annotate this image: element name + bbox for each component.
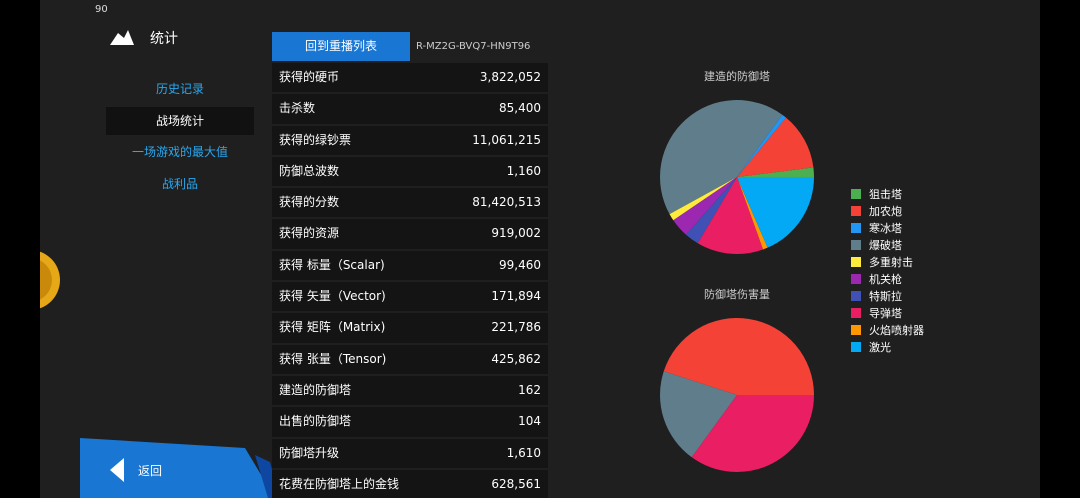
table-row: 获得的绿钞票 11,061,215 (272, 125, 548, 155)
pie-slice (737, 117, 814, 177)
row-label: 获得的绿钞票 (279, 132, 352, 147)
row-value: 3,822,052 (479, 70, 541, 84)
row-value: 221,786 (491, 320, 541, 335)
legend-swatch (851, 274, 861, 284)
row-label: 防御总波数 (279, 163, 340, 178)
pie-slice (737, 177, 768, 250)
legend-label: 特斯拉 (869, 289, 902, 303)
pie-slice (673, 177, 737, 235)
legend-swatch (851, 240, 861, 250)
row-label: 获得的资源 (279, 226, 340, 241)
table-row: 获得的硬币 3,822,052 (272, 63, 548, 93)
row-value: 628,561 (491, 476, 541, 491)
legend-label: 爆破塔 (869, 238, 902, 252)
row-label: 获得的分数 (279, 195, 340, 210)
table-row: 获得 矩阵（Matrix) 221,786 (272, 313, 548, 343)
table-row: 击杀数 85,400 (272, 94, 548, 124)
legend-label: 多重射击 (869, 255, 913, 269)
row-value: 1,610 (506, 445, 541, 460)
table-row: 获得 张量（Tensor) 425,862 (272, 344, 548, 374)
legend-swatch (851, 342, 861, 352)
table-row: 建造的防御塔 162 (272, 375, 548, 406)
row-label: 防御塔升级 (279, 445, 340, 460)
pie-slice (737, 167, 814, 177)
row-label: 获得的硬币 (279, 70, 340, 84)
pie-slice (737, 114, 787, 177)
pie-slice (691, 395, 814, 472)
row-value: 11,061,215 (472, 132, 541, 147)
legend-swatch (851, 291, 861, 301)
replay-id: R-MZ2G-BVQ7-HN9T96 (416, 41, 531, 52)
table-row: 出售的防御塔 104 (272, 407, 548, 437)
row-value: 425,862 (491, 351, 541, 366)
legend-label: 火焰喷射器 (869, 323, 924, 337)
table-row: 获得 矢量（Vector) 171,894 (272, 282, 548, 312)
nav-item[interactable]: 一场游戏的最大值 (131, 145, 228, 159)
legend-swatch (851, 308, 861, 318)
pie-slice (686, 177, 737, 244)
pie-slice (669, 177, 737, 221)
row-value: 104 (518, 414, 541, 429)
back-button[interactable] (80, 438, 275, 498)
row-label: 花费在防御塔上的金钱 (279, 476, 400, 491)
legend-label: 激光 (869, 340, 891, 354)
row-label: 建造的防御塔 (279, 382, 352, 397)
pie-slice (660, 371, 737, 458)
legend-label: 狙击塔 (869, 188, 902, 201)
row-value: 171,894 (491, 289, 541, 304)
nav-item[interactable]: 战利品 (161, 176, 198, 191)
pie-slice (660, 100, 783, 215)
status-text: 90 (95, 4, 108, 15)
legend-swatch (851, 325, 861, 335)
row-value: 919,002 (491, 226, 541, 241)
back-arrow (110, 458, 124, 482)
legend-swatch (851, 223, 861, 233)
table-row: 防御总波数 1,160 (272, 156, 548, 187)
row-value: 162 (518, 382, 541, 397)
row-value: 1,160 (506, 163, 541, 178)
row-label: 获得 矩阵（Matrix) (279, 320, 386, 335)
row-label: 获得 矢量（Vector) (279, 289, 386, 304)
legend-label: 加农炮 (869, 204, 902, 218)
tab-button[interactable]: 回到重播列表 (272, 32, 410, 61)
nav-item[interactable]: 历史记录 (155, 82, 204, 96)
row-value: 85,400 (499, 101, 541, 116)
legend-swatch (851, 257, 861, 267)
row-value: 99,460 (499, 257, 541, 272)
nav-item[interactable]: 战场统计 (106, 106, 254, 135)
chart-title: 防御塔伤害量 (704, 287, 770, 301)
pie-slice (737, 177, 814, 248)
back-label[interactable]: 返回 (138, 464, 163, 478)
row-label: 击杀数 (279, 101, 316, 116)
coin-inner (40, 260, 52, 300)
legend-label: 机关枪 (869, 272, 902, 286)
legend-label: 寒冰塔 (869, 221, 902, 235)
table-row: 防御塔升级 1,610 (272, 438, 548, 468)
chart-title: 建造的防御塔 (704, 69, 770, 83)
table-row: 获得的分数 81,420,513 (272, 188, 548, 218)
row-label: 出售的防御塔 (279, 414, 352, 429)
row-value: 81,420,513 (472, 195, 541, 210)
table-row: 获得的资源 919,002 (272, 219, 548, 249)
legend-swatch (851, 206, 861, 216)
table-row: 获得 标量（Scalar) 99,460 (272, 250, 548, 281)
row-label: 获得 标量（Scalar) (279, 257, 385, 272)
stats-table: 获得的硬币 3,822,052 击杀数 85,400 获得的绿钞票 11,061,215 防… (272, 63, 548, 498)
page-title: 统计 (150, 31, 178, 47)
pie-slice (663, 318, 814, 395)
pie-slice (697, 177, 764, 254)
legend-label: 导弹塔 (869, 306, 902, 320)
screen: 90 统计 回到重播列表 R-MZ2G-BVQ7-HN9T96 获得的硬币 3,8… (40, 0, 1040, 498)
legend-swatch (851, 189, 861, 199)
row-label: 获得 张量（Tensor) (279, 351, 387, 366)
table-row: 花费在防御塔上的金钱 628,561 (272, 469, 548, 498)
stats-icon (110, 30, 134, 45)
graphics (40, 30, 280, 498)
